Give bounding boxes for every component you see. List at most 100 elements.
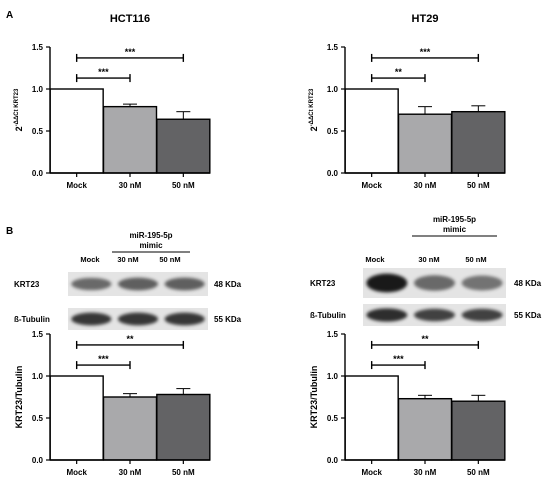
y-tick-label: 1.0 xyxy=(32,85,44,94)
chart-wb-ht29: KRT23/Tubulin 0.0 0.5 1.0 1.5 Mock 30 nM 50 nM *… xyxy=(309,330,506,477)
treatment-label: miR-195-5p xyxy=(433,215,476,224)
significance-label: *** xyxy=(393,354,404,364)
protein-label: ß-Tubulin xyxy=(310,311,346,320)
y-tick-label: 0.0 xyxy=(32,456,44,465)
bar-mock xyxy=(344,88,399,174)
y-axis-label: KRT23/Tubulin xyxy=(14,366,24,429)
protein-label: KRT23 xyxy=(310,279,336,288)
protein-label: ß-Tubulin xyxy=(14,315,50,324)
chart-wb-hct116: KRT23/Tubulin 0.0 0.5 1.0 1.5 Mock 30 nM 50 nM *… xyxy=(14,330,211,477)
blot-band xyxy=(117,277,159,291)
bar-50nm xyxy=(156,393,211,461)
y-tick-label: 0.5 xyxy=(32,127,44,136)
y-tick-label: 1.5 xyxy=(32,43,44,52)
x-tick-label: 30 nM xyxy=(119,468,142,477)
bar-30nm xyxy=(102,105,158,174)
y-axis-label-sup: -ΔΔCt KRT23 xyxy=(309,88,315,126)
blot-band xyxy=(164,312,205,326)
blot-band xyxy=(461,275,503,291)
bar-50nm xyxy=(451,110,506,174)
bar-30nm xyxy=(397,397,453,461)
y-tick-label: 1.5 xyxy=(327,43,339,52)
significance-label: ** xyxy=(421,334,429,344)
blot-band xyxy=(414,275,455,291)
x-tick-label: 30 nM xyxy=(119,181,142,190)
treatment-label: mimic xyxy=(139,241,163,250)
x-tick-label: Mock xyxy=(361,181,382,190)
y-axis-label-main: KRT23/Tubulin xyxy=(309,366,319,429)
y-tick-label: 1.5 xyxy=(327,330,339,339)
y-tick-label: 1.0 xyxy=(32,372,44,381)
panel-label-a: A xyxy=(6,10,13,21)
bar-30nm xyxy=(397,113,453,174)
lane-label: 30 nM xyxy=(117,255,138,264)
significance-label: *** xyxy=(420,47,431,57)
band-size-label: 55 KDa xyxy=(514,311,542,320)
y-tick-label: 0.5 xyxy=(327,414,339,423)
x-tick-label: 50 nM xyxy=(172,181,195,190)
panel-label-b: B xyxy=(6,226,13,237)
x-tick-label: 30 nM xyxy=(414,468,437,477)
y-tick-label: 0.0 xyxy=(327,456,339,465)
bar-mock xyxy=(49,88,104,174)
blot-band xyxy=(461,308,503,322)
y-tick-label: 0.5 xyxy=(32,414,44,423)
x-tick-label: 50 nM xyxy=(467,181,490,190)
blot-band xyxy=(71,312,112,326)
chart-qpcr-hct116: HCT116 2-ΔΔCt KRT23 0.0 0.5 1.0 1.5 Mock 30 nM 5… xyxy=(14,13,211,190)
blot-band xyxy=(366,308,408,322)
y-axis-label-sup: -ΔΔCt KRT23 xyxy=(14,88,20,126)
bar-mock xyxy=(49,375,104,461)
protein-label: KRT23 xyxy=(14,280,40,289)
bar-50nm xyxy=(156,118,211,174)
blot-band xyxy=(414,308,455,322)
y-axis-label-main: 2 xyxy=(14,126,24,131)
blot-band xyxy=(366,273,408,293)
lane-label: Mock xyxy=(80,255,100,264)
x-tick-label: 30 nM xyxy=(414,181,437,190)
x-tick-label: Mock xyxy=(66,468,87,477)
y-axis-label: 2-ΔΔCt KRT23 xyxy=(14,88,24,131)
significance-label: *** xyxy=(125,47,136,57)
y-tick-label: 1.0 xyxy=(327,85,339,94)
x-tick-label: Mock xyxy=(361,468,382,477)
y-axis-label-main: KRT23/Tubulin xyxy=(14,366,24,429)
band-size-label: 55 KDa xyxy=(214,315,242,324)
lane-label: 50 nM xyxy=(159,255,180,264)
y-tick-label: 0.5 xyxy=(327,127,339,136)
chart-title: HCT116 xyxy=(110,13,150,25)
y-tick-label: 1.0 xyxy=(327,372,339,381)
x-tick-label: Mock xyxy=(66,181,87,190)
significance-label: *** xyxy=(98,354,109,364)
significance-label: ** xyxy=(395,67,403,77)
band-size-label: 48 KDa xyxy=(214,280,242,289)
bar-50nm xyxy=(451,400,506,461)
y-axis-label-main: 2 xyxy=(309,126,319,131)
y-tick-label: 0.0 xyxy=(327,169,339,178)
y-tick-label: 0.0 xyxy=(32,169,44,178)
lane-label: 50 nM xyxy=(465,255,486,264)
bar-mock xyxy=(344,375,399,461)
bar-30nm xyxy=(102,396,158,461)
y-tick-label: 1.5 xyxy=(32,330,44,339)
x-tick-label: 50 nM xyxy=(467,468,490,477)
y-axis-label: 2-ΔΔCt KRT23 xyxy=(309,88,319,131)
treatment-label: miR-195-5p xyxy=(129,231,172,240)
treatment-label: mimic xyxy=(443,225,467,234)
lane-label: Mock xyxy=(365,255,385,264)
significance-label: ** xyxy=(126,334,134,344)
y-axis-label: KRT23/Tubulin xyxy=(309,366,319,429)
x-tick-label: 50 nM xyxy=(172,468,195,477)
blot-band xyxy=(117,312,159,326)
blot-band xyxy=(164,277,205,291)
chart-title: HT29 xyxy=(412,13,439,25)
band-size-label: 48 KDa xyxy=(514,279,542,288)
lane-label: 30 nM xyxy=(418,255,439,264)
chart-qpcr-ht29: HT29 2-ΔΔCt KRT23 0.0 0.5 1.0 1.5 Mock 30 nM 50 … xyxy=(309,13,506,190)
significance-label: *** xyxy=(98,67,109,77)
